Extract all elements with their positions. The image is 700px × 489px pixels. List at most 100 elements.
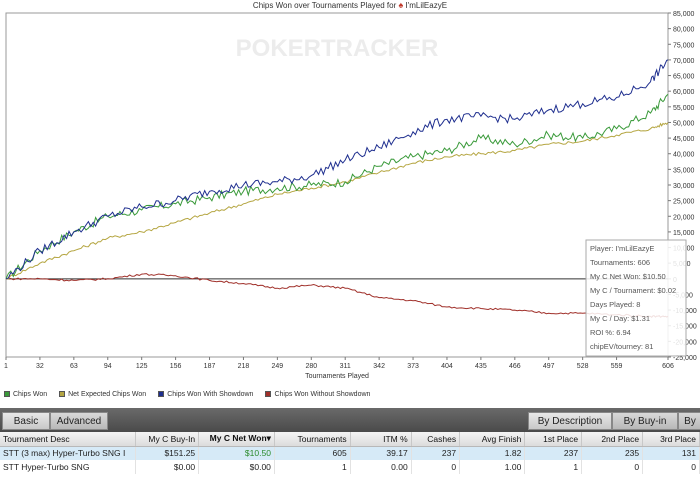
tab-by-more[interactable]: By [678, 412, 700, 430]
y-tick-label: 35,000 [673, 167, 695, 174]
series-line-4 [5, 273, 669, 318]
col-header[interactable]: Tournament Desc [0, 432, 137, 447]
y-tick-label: 70,000 [673, 58, 695, 65]
col-header[interactable]: Cashes [411, 432, 461, 447]
x-tick-label: 156 [170, 363, 182, 370]
col-header[interactable]: 2nd Place [581, 432, 644, 447]
tooltip-line: Player: I'mLilEazyE [590, 244, 654, 253]
sort-desc-icon: ▾ [266, 433, 271, 444]
y-tick-label: 55,000 [673, 105, 695, 112]
col-header-sorted[interactable]: My C Net Won▾ [198, 432, 275, 447]
spade-icon: ♠ [398, 0, 404, 10]
col-header[interactable]: 1st Place [524, 432, 583, 447]
tab-by-buyin[interactable]: By Buy-in [612, 412, 678, 430]
table-cell: $0.00 [135, 460, 200, 474]
y-tick-label: 85,000 [673, 11, 695, 18]
table-cell: 1 [524, 460, 583, 474]
col-header[interactable]: My C Buy-In [135, 432, 200, 447]
table-cell: 1 [274, 460, 351, 474]
table-cell: 605 [274, 446, 351, 460]
x-tick-label: 1 [4, 363, 8, 370]
tooltip-box [585, 239, 687, 357]
table-cell: 237 [411, 446, 461, 460]
x-tick-label: 94 [104, 363, 112, 370]
y-tick-label: 30,000 [673, 183, 695, 190]
x-tick-label: 218 [238, 363, 250, 370]
x-tick-label: 435 [475, 363, 487, 370]
table-cell: STT (3 max) Hyper-Turbo SNG I [0, 446, 137, 460]
tooltip-line: chipEV/tourney: 81 [590, 342, 653, 351]
table-cell: $0.00 [198, 460, 275, 474]
x-axis-label: Tournaments Played [305, 373, 369, 380]
x-tick-label: 311 [340, 363, 351, 370]
x-tick-label: 187 [204, 363, 216, 370]
tab-by-description[interactable]: By Description [528, 412, 612, 430]
x-tick-label: 404 [441, 363, 453, 370]
table-cell: 0 [642, 460, 700, 474]
y-tick-label: -25,000 [673, 355, 697, 362]
stats-table: Tournament Desc My C Buy-In My C Net Won… [0, 432, 700, 474]
legend-item-no-showdown[interactable]: Chips Won Without Showdown [265, 391, 370, 398]
view-toolbar: Basic Advanced By Description By Buy-in … [0, 408, 700, 432]
table-row[interactable]: STT Hyper-Turbo SNG $0.00 $0.00 1 0.00 0… [0, 460, 700, 474]
y-tick-label: 15,000 [673, 230, 695, 237]
chart-legend: Chips Won Net Expected Chips Won Chips W… [4, 387, 382, 401]
col-header[interactable]: Avg Finish [459, 432, 526, 447]
table-cell: 235 [581, 446, 644, 460]
tab-basic[interactable]: Basic [2, 412, 50, 430]
table-cell: 1.00 [459, 460, 526, 474]
col-header[interactable]: 3rd Place [642, 432, 700, 447]
tooltip-line: ROI %: 6.94 [590, 328, 631, 337]
table-cell: $151.25 [135, 446, 200, 460]
tooltip-line: My C Net Won: $10.50 [590, 272, 666, 281]
table-row[interactable]: STT (3 max) Hyper-Turbo SNG I $151.25 $1… [0, 446, 700, 460]
tooltip-line: My C / Day: $1.31 [590, 314, 650, 323]
x-tick-label: 466 [509, 363, 521, 370]
series-line-1 [5, 93, 669, 280]
col-header[interactable]: Tournaments [274, 432, 351, 447]
col-header-label: My C Net Won [209, 433, 267, 444]
tooltip-line: Tournaments: 606 [590, 258, 650, 267]
legend-swatch-expected [59, 391, 66, 397]
table-cell: 0.00 [350, 460, 412, 474]
chart-panel: POKERTRACKER 85,000 80,000 75,000 70,000 65,0… [0, 0, 700, 401]
table-cell: STT Hyper-Turbo SNG [0, 460, 137, 474]
table-cell: 0 [581, 460, 644, 474]
y-tick-label: 45,000 [673, 136, 695, 143]
tooltip-line: My C / Tournament: $0.02 [590, 286, 676, 295]
legend-item-showdown[interactable]: Chips Won With Showdown [158, 391, 253, 398]
table-cell: 1.82 [459, 446, 526, 460]
y-tick-label: 40,000 [673, 152, 695, 159]
chart-title-text: Chips Won over Tournaments Played for [252, 1, 397, 10]
legend-label: Net Expected Chips Won [68, 390, 147, 398]
x-tick-label: 373 [407, 363, 419, 370]
table-cell: 237 [524, 446, 583, 460]
tooltip-line: Days Played: 8 [590, 300, 640, 309]
x-tick-label: 528 [577, 363, 589, 370]
y-tick-label: 20,000 [673, 214, 695, 221]
chart-title: Chips Won over Tournaments Played for ♠ … [0, 0, 700, 11]
y-tick-label: 50,000 [673, 120, 695, 127]
legend-label: Chips Won [13, 390, 48, 398]
line-chart: POKERTRACKER 85,000 80,000 75,000 70,000 65,0… [4, 11, 697, 380]
y-tick-label: 25,000 [673, 199, 695, 206]
legend-swatch-no-showdown [265, 391, 272, 397]
legend-item-chips-won[interactable]: Chips Won [4, 391, 47, 398]
plot-area [5, 12, 669, 358]
table-header-row: Tournament Desc My C Buy-In My C Net Won… [0, 432, 700, 447]
table-cell: 0 [411, 460, 461, 474]
legend-label: Chips Won Without Showdown [274, 390, 371, 398]
y-tick-label: 60,000 [673, 89, 695, 96]
x-tick-label: 342 [373, 363, 385, 370]
x-tick-label: 125 [136, 363, 148, 370]
x-tick-label: 32 [36, 363, 44, 370]
chart-title-player: I'mLilEazyE [405, 1, 448, 10]
legend-swatch-showdown [158, 391, 165, 397]
col-header[interactable]: ITM % [350, 432, 412, 447]
y-tick-label: 80,000 [673, 27, 695, 34]
watermark: POKERTRACKER [236, 35, 439, 62]
tab-advanced[interactable]: Advanced [50, 412, 108, 430]
legend-swatch-chips-won [4, 391, 10, 397]
x-tick-label: 606 [662, 363, 674, 370]
legend-item-expected[interactable]: Net Expected Chips Won [59, 391, 146, 398]
